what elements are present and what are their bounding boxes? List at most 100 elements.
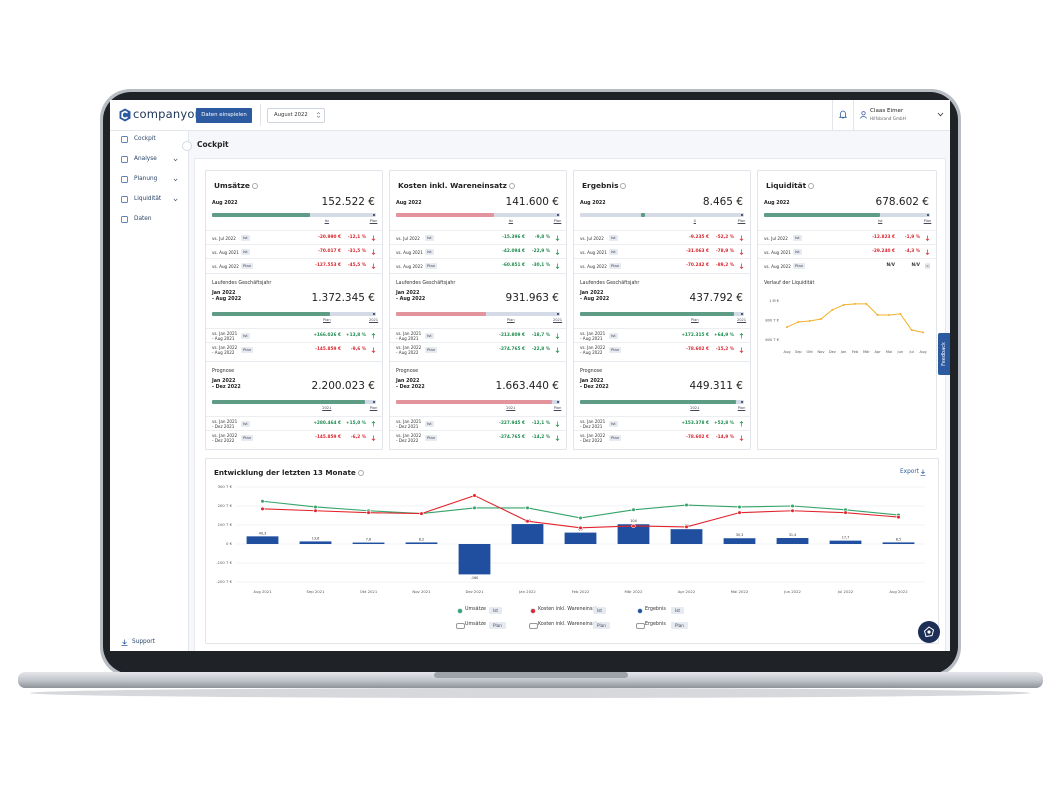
trend-icon-arrow xyxy=(371,263,376,269)
scale-label: Plan xyxy=(369,406,378,410)
legend-toggle[interactable] xyxy=(529,623,538,629)
import-button[interactable]: Daten einspielen xyxy=(196,108,252,123)
bar xyxy=(882,542,915,544)
x-tick-label: Dez 2021 xyxy=(465,589,484,594)
legend-label[interactable]: Kosten inkl. Wareneinsatz xyxy=(538,607,600,612)
trend-icon-arrow xyxy=(555,347,560,353)
bar-value-label: 104 xyxy=(630,519,636,523)
bar-value-label: 30,3 xyxy=(736,533,744,537)
liquidity-chart: 1 M € 800 T € 600 T € Aug Sep Okt Nov Dez Jan Feb… xyxy=(765,299,926,354)
period: Jan 2022 xyxy=(212,379,236,384)
legend-marker[interactable] xyxy=(530,608,536,614)
user-company: Hilfsbrand GmbH xyxy=(870,115,906,121)
progress-fill xyxy=(396,213,495,217)
nav-item[interactable]: Planung xyxy=(134,176,158,182)
scale-label: Plan xyxy=(690,318,699,322)
row-label: - Aug 2022 xyxy=(212,350,235,355)
y-tick-label: 200 T € xyxy=(218,503,233,508)
legend-toggle[interactable] xyxy=(456,623,465,629)
bar xyxy=(511,524,544,544)
row-label: vs. Aug 2022 xyxy=(580,263,607,269)
trend-icon-arrow xyxy=(739,435,744,441)
nav-icon-shape xyxy=(121,136,128,143)
export-icon-shape xyxy=(920,469,926,476)
row-label: vs. Jan 2022 xyxy=(580,345,606,350)
row-delta: +280.464 € xyxy=(313,421,341,426)
trend-icon xyxy=(925,249,930,255)
period-select[interactable]: August 2022 xyxy=(267,108,325,123)
row-pct: -78,9 % xyxy=(715,249,734,254)
legend-label[interactable]: Ergebnis xyxy=(645,622,666,627)
legend-label[interactable]: Ergebnis xyxy=(645,607,666,612)
kpi-value: 437.792 € xyxy=(689,292,743,304)
row-pct: -14,9 % xyxy=(715,435,734,440)
row-label: - Dez 2022 xyxy=(580,438,603,443)
series-point xyxy=(472,493,477,498)
trend-icon-arrow xyxy=(555,263,560,269)
chat-button[interactable] xyxy=(918,621,940,643)
x-tick-label: Apr 2022 xyxy=(678,589,696,594)
legend-label[interactable]: Kosten inkl. Wareneinsatz xyxy=(538,622,600,627)
legend-tag: Plan xyxy=(671,621,688,629)
row-label: vs. Aug 2022 xyxy=(396,263,423,269)
y-tick-label: -100 T € xyxy=(216,560,232,565)
liquidity-point xyxy=(831,308,834,311)
trend-icon xyxy=(555,333,560,339)
series-line xyxy=(262,500,899,519)
row-tag: Ist xyxy=(425,234,434,241)
user-icon xyxy=(860,111,867,119)
x-tick-label: Jan xyxy=(840,350,847,354)
nav-item[interactable]: Cockpit xyxy=(134,136,156,142)
support-link[interactable]: Support xyxy=(132,639,155,645)
kpi-card: Umsätze Aug 2022 152.522 € Ist Plan vs. Jul 2… xyxy=(205,170,383,450)
period: - Aug 2022 xyxy=(212,297,242,302)
liquidity-point xyxy=(842,303,845,306)
nav-item[interactable]: Analyse xyxy=(134,156,157,162)
trend-icon xyxy=(739,332,744,338)
row-label: vs. Jan 2021 xyxy=(580,419,606,424)
trend-icon xyxy=(371,435,376,441)
legend-toggle[interactable] xyxy=(636,623,645,629)
user-name[interactable]: Claas Eimer xyxy=(870,108,904,114)
scale-marker xyxy=(372,313,375,316)
nav-caret xyxy=(173,198,178,202)
nav-icon xyxy=(121,176,128,183)
liquidity-point xyxy=(854,302,856,305)
user-menu-caret[interactable] xyxy=(937,112,944,117)
row-pct: -14,2 % xyxy=(531,435,550,440)
bell-icon[interactable] xyxy=(839,110,847,119)
row-label: vs. Jul 2022 xyxy=(764,235,788,241)
row-label: vs. Jul 2022 xyxy=(396,235,420,241)
row-tag: Plan xyxy=(609,346,622,353)
nav-item[interactable]: Liquidität xyxy=(134,196,162,202)
progress-fill xyxy=(212,312,331,316)
scale-marker xyxy=(372,214,375,217)
row-delta: N/V xyxy=(886,263,896,268)
legend-label[interactable]: Umsätze xyxy=(465,622,486,627)
scale-marker xyxy=(556,313,559,316)
trend-icon xyxy=(555,263,560,269)
y-tick-label: 0 € xyxy=(226,541,233,546)
nav-icon xyxy=(121,136,128,143)
row-delta: -274.765 € xyxy=(499,435,525,440)
legend-label[interactable]: Umsätze xyxy=(465,607,486,612)
row-label: - Aug 2021 xyxy=(212,336,235,341)
scale-label: Ist xyxy=(324,219,329,223)
kpi-value: 141.600 € xyxy=(505,196,559,208)
trend-icon xyxy=(555,421,560,427)
scale-label: Plan xyxy=(553,219,562,223)
legend-tag: Ist xyxy=(593,606,607,614)
section-heading: Laufendes Geschäftsjahr xyxy=(396,281,456,286)
progress-fill xyxy=(396,400,552,404)
bar xyxy=(564,532,597,544)
export-link[interactable]: Export xyxy=(900,469,919,475)
collapse-button[interactable] xyxy=(182,141,192,151)
nav-item[interactable]: Daten xyxy=(134,216,152,222)
row-tag: Ist xyxy=(609,420,618,427)
series-point xyxy=(472,505,477,511)
legend-marker[interactable] xyxy=(637,608,643,614)
feedback-label[interactable]: Feedback xyxy=(941,342,947,366)
legend-marker[interactable] xyxy=(457,608,463,614)
feedback-tab[interactable] xyxy=(938,333,950,375)
trend-icon-arrow xyxy=(555,435,560,441)
